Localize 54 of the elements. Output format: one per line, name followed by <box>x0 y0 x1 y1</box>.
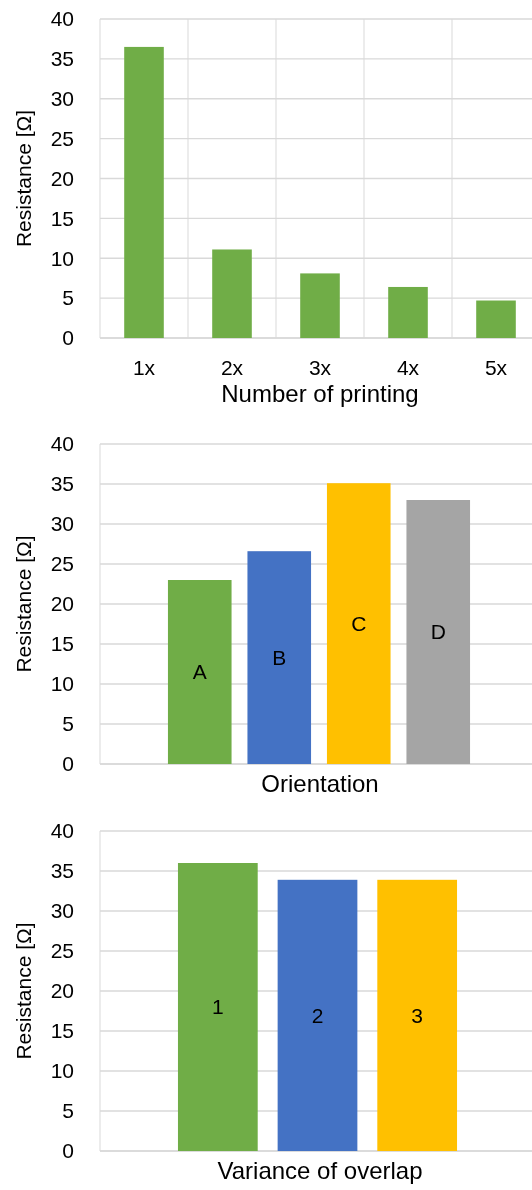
y-tick-label: 40 <box>50 7 74 31</box>
y-tick-label: 5 <box>62 712 74 736</box>
y-tick-label: 15 <box>50 206 74 230</box>
x-tick-label: C <box>351 611 367 635</box>
x-tick-label: 3x <box>308 356 332 380</box>
y-tick-label: 10 <box>50 1059 74 1083</box>
y-tick-label: 25 <box>50 552 74 576</box>
y-tick-label: 0 <box>62 1139 74 1163</box>
y-tick-label: 40 <box>50 432 74 456</box>
y-tick-label: 0 <box>62 752 74 776</box>
x-tick-label: 5x <box>484 356 508 380</box>
y-tick-label: 10 <box>50 672 74 696</box>
bar <box>300 273 340 338</box>
bar <box>406 500 471 764</box>
x-tick-label: 3 <box>411 1003 424 1027</box>
x-tick-label: 2 <box>311 1003 324 1027</box>
x-tick-label: 1 <box>211 995 224 1019</box>
x-tick-label: 2x <box>220 356 244 380</box>
y-axis-title: Resistance [Ω] <box>12 922 36 1060</box>
x-tick-label: 1x <box>132 356 156 380</box>
bar <box>326 483 391 764</box>
x-tick-label: 4x <box>396 356 420 380</box>
y-tick-label: 35 <box>50 47 74 71</box>
x-axis-title: Variance of overlap <box>217 1157 423 1185</box>
bar <box>212 249 252 338</box>
y-tick-label: 0 <box>62 326 74 350</box>
y-tick-label: 35 <box>50 472 74 496</box>
x-axis-title: Number of printing <box>221 380 419 408</box>
y-tick-label: 30 <box>50 899 74 923</box>
bar <box>476 300 516 338</box>
y-tick-label: 10 <box>50 246 74 270</box>
bar <box>124 46 164 338</box>
y-axis-title: Resistance [Ω] <box>12 109 36 248</box>
y-tick-label: 30 <box>50 87 74 111</box>
y-tick-label: 5 <box>62 1099 74 1123</box>
bar <box>388 286 428 338</box>
x-tick-label: A <box>192 660 207 684</box>
x-axis-title: Orientation <box>261 770 379 798</box>
y-tick-label: 30 <box>50 512 74 536</box>
x-tick-label: D <box>430 620 446 644</box>
y-tick-label: 40 <box>50 819 74 843</box>
y-tick-label: 25 <box>50 126 74 150</box>
y-tick-label: 20 <box>50 592 74 616</box>
y-tick-label: 35 <box>50 859 74 883</box>
x-tick-label: B <box>272 645 287 669</box>
y-tick-label: 15 <box>50 632 74 656</box>
y-tick-label: 15 <box>50 1019 74 1043</box>
y-tick-label: 5 <box>62 286 74 310</box>
bar <box>247 551 312 764</box>
bar <box>167 580 232 764</box>
y-tick-label: 20 <box>50 166 74 190</box>
y-tick-label: 25 <box>50 939 74 963</box>
y-axis-title: Resistance [Ω] <box>12 535 36 673</box>
y-tick-label: 20 <box>50 979 74 1003</box>
